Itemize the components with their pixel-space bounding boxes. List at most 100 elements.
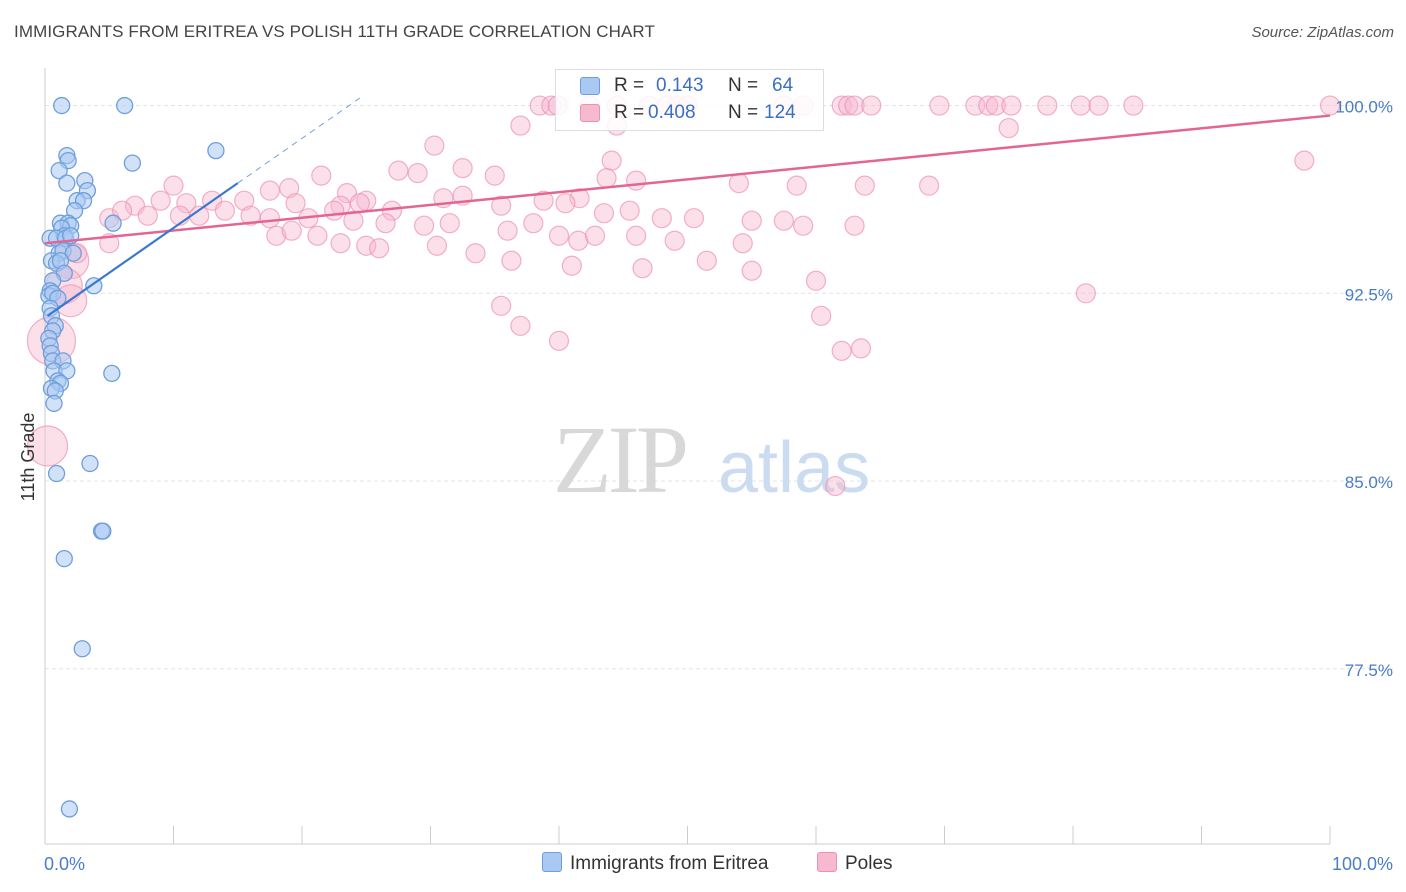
poles-trend-line xyxy=(44,114,1331,245)
poles-point xyxy=(732,233,753,254)
eritrea-point xyxy=(123,154,142,172)
bottom-legend-label-eritrea: Immigrants from Eritrea xyxy=(570,853,769,874)
poles-point xyxy=(1075,283,1096,304)
eritrea-point xyxy=(45,394,63,413)
poles-point xyxy=(838,95,859,116)
eritrea-point xyxy=(81,454,99,473)
poles-point xyxy=(850,338,872,359)
poles-point xyxy=(491,195,512,216)
poles-point xyxy=(1319,95,1341,116)
poles-point xyxy=(407,163,428,184)
poles-point xyxy=(424,135,445,156)
legend-r-value: 0.143 xyxy=(656,75,704,96)
poles-point xyxy=(978,95,999,116)
poles-point xyxy=(214,200,235,221)
poles-point xyxy=(601,150,622,171)
poles-point xyxy=(1037,95,1058,116)
y-tick-label: 92.5% xyxy=(1345,285,1393,304)
source-note: Source: ZipAtlas.com xyxy=(1251,24,1394,41)
poles-point xyxy=(593,203,615,224)
legend-r-label: R = xyxy=(614,75,645,96)
poles-point xyxy=(561,255,582,276)
poles-point xyxy=(307,225,328,246)
poles-point xyxy=(234,190,255,211)
poles-point xyxy=(555,193,576,214)
poles-point xyxy=(625,225,647,246)
poles-point xyxy=(285,193,306,214)
y-axis-title: 11th Grade xyxy=(18,413,38,502)
eritrea-trend-extension xyxy=(237,97,361,184)
poles-point xyxy=(484,165,505,186)
poles-point xyxy=(651,208,672,229)
x-tick-label-left: 0.0% xyxy=(44,854,85,874)
legend-swatch-blue xyxy=(580,77,600,95)
poles-point xyxy=(510,315,531,336)
poles-point xyxy=(741,260,762,281)
eritrea-point xyxy=(94,522,112,540)
poles-point xyxy=(176,193,197,214)
poles-point xyxy=(439,213,460,234)
axes xyxy=(44,68,1331,845)
watermark-atlas: atlas xyxy=(718,428,870,508)
eritrea-trend-line xyxy=(46,182,239,317)
poles-point xyxy=(1001,95,1022,116)
poles-point xyxy=(825,475,846,497)
tick-labels: 100.0% 92.5% 85.0% 77.5% 0.0% 100.0% xyxy=(44,98,1393,874)
poles-point xyxy=(793,215,814,236)
bottom-legend-swatch-pink xyxy=(817,852,837,872)
bottom-legend-eritrea: Immigrants from Eritrea xyxy=(542,852,768,875)
poles-point xyxy=(632,258,653,279)
poles-point xyxy=(568,230,589,251)
poles-point xyxy=(426,235,448,256)
poles-points xyxy=(26,95,1341,497)
poles-point xyxy=(497,220,518,241)
y-tick-label: 100.0% xyxy=(1335,98,1393,117)
legend-r-value: 0.408 xyxy=(648,102,696,123)
poles-point xyxy=(861,95,882,116)
legend-n-label: N = xyxy=(728,102,759,123)
poles-point xyxy=(465,243,486,264)
poles-point xyxy=(929,95,950,116)
poles-point xyxy=(281,220,302,241)
poles-point xyxy=(349,193,370,214)
legend-r-label: R = xyxy=(614,102,645,123)
poles-point xyxy=(741,210,762,231)
poles-point xyxy=(259,208,280,229)
eritrea-point xyxy=(104,214,122,232)
bottom-legend-poles: Poles xyxy=(817,852,893,875)
zipatlas-watermark: ZIP atlas xyxy=(553,406,870,513)
poles-point xyxy=(773,210,794,231)
eritrea-point xyxy=(60,800,79,818)
eritrea-point xyxy=(58,174,76,192)
poles-point xyxy=(137,205,158,226)
poles-point xyxy=(259,180,280,201)
legend-box: R = 0.143 N = 64 R = 0.408 N = 124 xyxy=(555,69,824,131)
poles-point xyxy=(1294,150,1315,171)
poles-point xyxy=(664,230,685,251)
chart-title: IMMIGRANTS FROM ERITREA VS POLISH 11TH G… xyxy=(14,22,655,41)
eritrea-point xyxy=(73,640,91,658)
poles-point xyxy=(343,210,364,231)
poles-point xyxy=(413,215,435,236)
legend-swatch-pink xyxy=(580,104,600,122)
eritrea-point xyxy=(116,96,134,115)
bottom-legend-swatch-blue xyxy=(542,852,562,872)
poles-point xyxy=(375,213,396,234)
poles-point xyxy=(26,425,69,467)
poles-point xyxy=(696,250,717,271)
poles-point xyxy=(854,175,875,196)
poles-point xyxy=(619,200,640,221)
poles-point xyxy=(625,170,647,191)
legend-n-label: N = xyxy=(728,75,759,96)
poles-point xyxy=(918,175,940,196)
eritrea-point xyxy=(47,464,66,483)
poles-point xyxy=(529,95,550,116)
eritrea-point xyxy=(55,549,73,568)
poles-point xyxy=(369,238,390,259)
poles-point xyxy=(279,178,300,199)
grid-lines xyxy=(45,105,1393,670)
poles-point xyxy=(728,173,750,194)
poles-point xyxy=(831,340,852,361)
watermark-zip: ZIP xyxy=(553,406,686,513)
